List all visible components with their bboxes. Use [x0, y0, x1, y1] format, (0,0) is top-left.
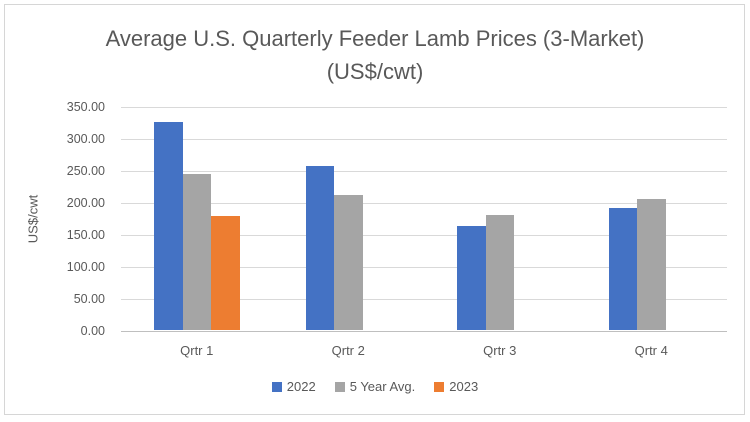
x-axis-label-qrtr-3: Qrtr 3	[483, 343, 517, 358]
y-axis-tick-label: 0.00	[80, 324, 105, 338]
bar-5-year-avg-qrtr-3	[485, 214, 514, 330]
legend-item-2022: 2022	[271, 379, 316, 394]
bar-5-year-avg-qrtr-2	[334, 194, 363, 330]
x-axis-label-qrtr-1: Qrtr 1	[180, 343, 214, 358]
x-axis-line	[121, 331, 727, 332]
y-axis-tick-label: 150.00	[66, 228, 105, 242]
chart-title-line-2: (US$/cwt)	[326, 59, 424, 84]
bar-5-year-avg-qrtr-1	[182, 174, 211, 330]
chart-title-line-1: Average U.S. Quarterly Feeder Lamb Price…	[105, 26, 645, 51]
x-axis-label-qrtr-4: Qrtr 4	[634, 343, 668, 358]
gridline	[121, 299, 727, 300]
chart-border	[4, 4, 745, 415]
gridline	[121, 235, 727, 236]
legend-label-5-year-avg: 5 Year Avg.	[349, 379, 416, 394]
y-axis-tick-label: 200.00	[66, 196, 105, 210]
legend-item-5-year-avg: 5 Year Avg.	[334, 379, 416, 394]
y-axis-tick-label: 100.00	[66, 260, 105, 274]
bar-2022-qrtr-4	[608, 207, 637, 330]
plot-area	[121, 107, 727, 332]
chart-title: Average U.S. Quarterly Feeder Lamb Price…	[0, 22, 750, 88]
bar-5-year-avg-qrtr-4	[637, 198, 666, 330]
gridline	[121, 107, 727, 108]
y-axis-tick-label: 300.00	[66, 132, 105, 146]
y-axis-tick-label: 350.00	[66, 100, 105, 114]
y-axis-tick-label: 250.00	[66, 164, 105, 178]
gridline	[121, 171, 727, 172]
legend: 2022 5 Year Avg. 2023	[0, 379, 750, 394]
bar-2022-qrtr-2	[305, 165, 334, 330]
x-axis-label-qrtr-2: Qrtr 2	[331, 343, 365, 358]
legend-swatch-2023	[434, 381, 445, 392]
legend-item-2023: 2023	[434, 379, 478, 394]
gridline	[121, 267, 727, 268]
y-axis-tick-label: 50.00	[73, 292, 105, 306]
bar-2023-qrtr-1	[211, 216, 240, 330]
gridline	[121, 139, 727, 140]
legend-swatch-5-year-avg	[334, 381, 345, 392]
legend-swatch-2022	[271, 381, 282, 392]
legend-label-2023: 2023	[449, 379, 479, 394]
bar-2022-qrtr-3	[457, 226, 486, 330]
legend-label-2022: 2022	[286, 379, 316, 394]
gridline	[121, 203, 727, 204]
bar-2022-qrtr-1	[154, 122, 183, 330]
